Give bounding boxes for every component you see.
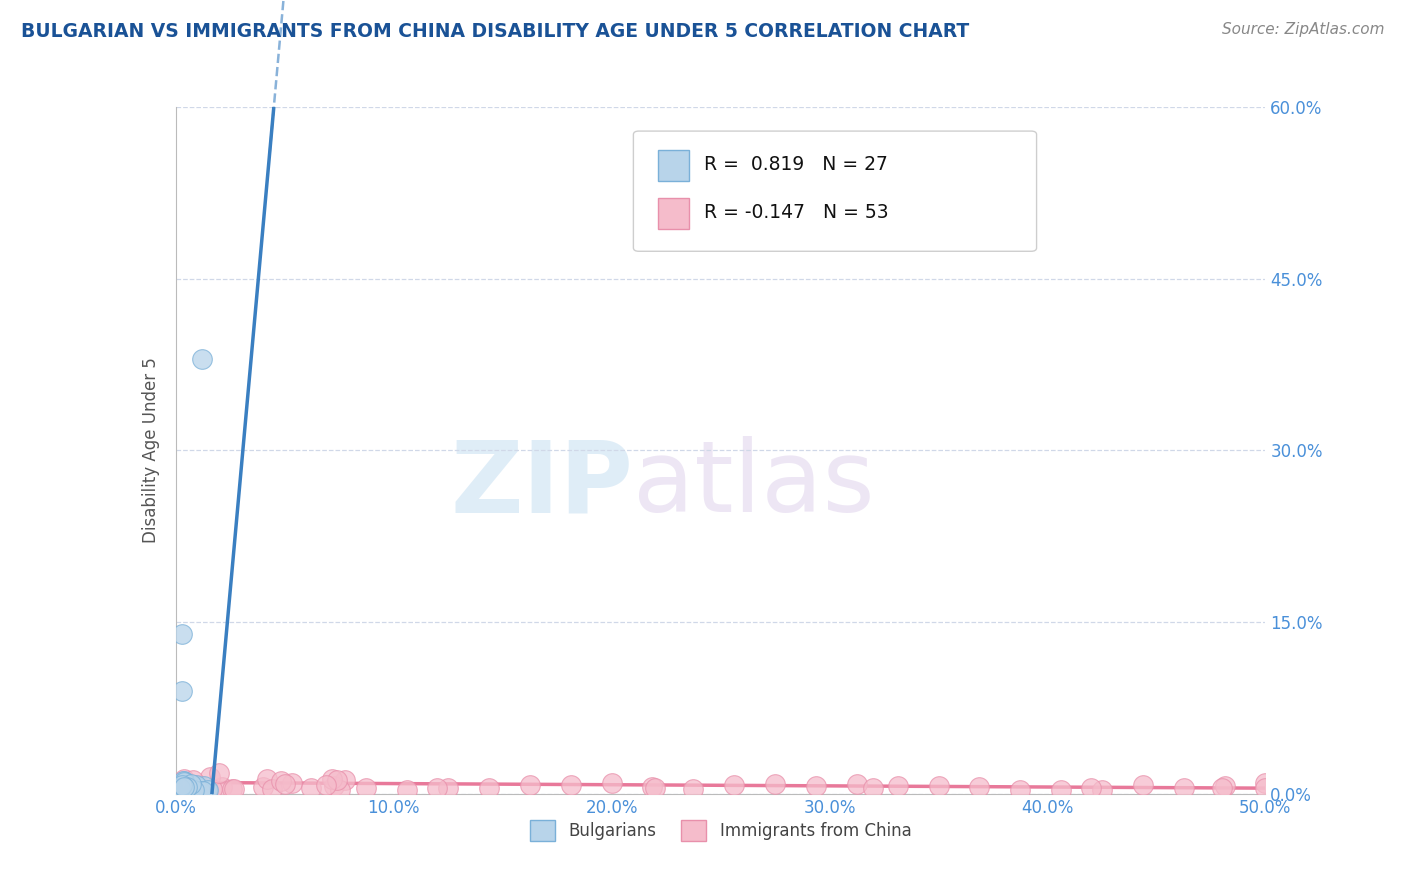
Legend: Bulgarians, Immigrants from China: Bulgarians, Immigrants from China xyxy=(523,814,918,847)
Point xyxy=(173,775,195,789)
Point xyxy=(211,780,233,794)
Point xyxy=(270,773,292,788)
Point xyxy=(179,778,201,792)
Point xyxy=(682,782,704,797)
Point xyxy=(172,773,194,788)
Point xyxy=(198,770,221,784)
Point xyxy=(886,780,908,794)
Text: Source: ZipAtlas.com: Source: ZipAtlas.com xyxy=(1222,22,1385,37)
Point xyxy=(325,773,347,788)
Point xyxy=(1010,783,1032,797)
Point xyxy=(1080,781,1102,796)
Point xyxy=(252,780,274,794)
Point xyxy=(193,779,215,793)
Text: BULGARIAN VS IMMIGRANTS FROM CHINA DISABILITY AGE UNDER 5 CORRELATION CHART: BULGARIAN VS IMMIGRANTS FROM CHINA DISAB… xyxy=(21,22,969,41)
Point xyxy=(174,779,197,793)
Point xyxy=(723,778,745,792)
Point xyxy=(560,778,582,792)
Point xyxy=(187,778,209,792)
Text: atlas: atlas xyxy=(633,436,875,533)
Point xyxy=(169,782,191,797)
Point xyxy=(1213,780,1236,794)
Point xyxy=(167,778,190,792)
Point xyxy=(256,772,278,787)
Point xyxy=(845,777,868,791)
Point xyxy=(1091,783,1114,797)
Point xyxy=(928,779,950,793)
Point xyxy=(396,783,419,797)
Point xyxy=(186,778,208,792)
Point xyxy=(1132,778,1154,792)
FancyBboxPatch shape xyxy=(633,131,1036,252)
Point xyxy=(329,783,352,797)
Point xyxy=(193,784,215,798)
FancyBboxPatch shape xyxy=(658,151,689,181)
Point xyxy=(321,772,343,787)
Point xyxy=(437,780,460,795)
Point xyxy=(641,780,664,794)
Point xyxy=(176,780,198,794)
Point xyxy=(181,772,204,787)
Point xyxy=(299,780,322,795)
Point xyxy=(804,779,827,793)
Point xyxy=(173,772,195,786)
Point xyxy=(173,773,195,788)
Point xyxy=(176,781,198,796)
Point xyxy=(172,775,194,789)
Point xyxy=(186,780,208,795)
Y-axis label: Disability Age Under 5: Disability Age Under 5 xyxy=(142,358,160,543)
Point xyxy=(169,781,191,796)
Point xyxy=(172,778,194,792)
Point xyxy=(862,781,884,796)
Point xyxy=(478,780,501,795)
Point xyxy=(600,776,623,790)
Point xyxy=(191,351,214,366)
Point xyxy=(969,780,991,794)
Point xyxy=(195,783,218,797)
Point xyxy=(644,781,666,796)
Point xyxy=(333,772,356,787)
Point xyxy=(221,781,243,796)
Point xyxy=(201,782,224,797)
Point xyxy=(172,683,194,698)
Point xyxy=(356,780,378,795)
Point xyxy=(172,780,194,794)
Point xyxy=(1254,781,1277,796)
Point xyxy=(1050,782,1073,797)
Point xyxy=(1254,776,1277,790)
Text: R =  0.819   N = 27: R = 0.819 N = 27 xyxy=(704,154,889,174)
Point xyxy=(222,781,245,796)
Point xyxy=(173,780,195,794)
Point xyxy=(763,777,786,791)
FancyBboxPatch shape xyxy=(658,198,689,229)
Point xyxy=(281,776,304,790)
Point xyxy=(323,779,346,793)
Point xyxy=(1211,781,1233,796)
Point xyxy=(519,778,541,792)
Point xyxy=(188,784,211,798)
Point xyxy=(260,782,283,797)
Point xyxy=(172,626,194,640)
Text: ZIP: ZIP xyxy=(450,436,633,533)
Point xyxy=(180,777,202,791)
Point xyxy=(315,779,337,793)
Point xyxy=(183,783,205,797)
Point xyxy=(274,776,297,790)
Point xyxy=(197,782,219,797)
Point xyxy=(188,781,211,796)
Point xyxy=(1173,780,1195,795)
Point xyxy=(426,781,449,796)
Point xyxy=(208,766,231,780)
Text: R = -0.147   N = 53: R = -0.147 N = 53 xyxy=(704,202,889,221)
